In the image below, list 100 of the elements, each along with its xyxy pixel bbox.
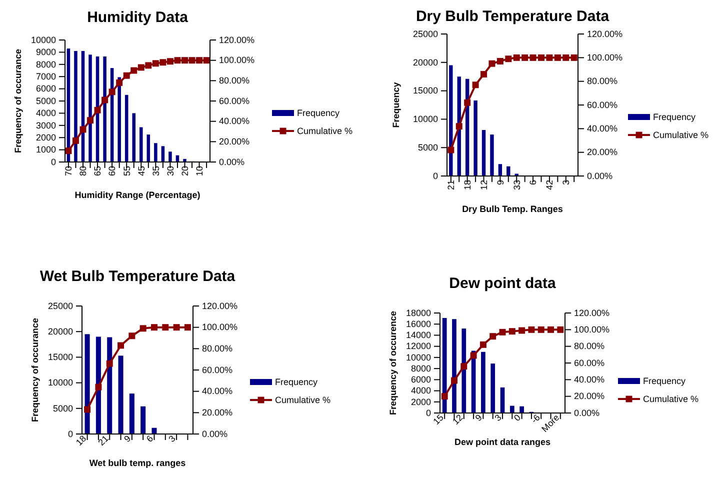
x-tick-label: 70	[64, 166, 74, 176]
y-tick-label: 5000	[36, 96, 56, 106]
x-axis-title: Dry Bulb Temp. Ranges	[462, 204, 563, 214]
y2-tick-label: 100.00%	[587, 52, 623, 63]
y-axis-title: Frequency of occurance	[30, 318, 40, 422]
chart-title: Dry Bulb Temperature Data	[416, 8, 610, 25]
x-tick-label: 9	[473, 412, 484, 424]
legend-label: Frequency	[297, 108, 340, 118]
x-tick-label: 3	[492, 412, 504, 424]
y2-tick-label: 60.00%	[574, 358, 605, 368]
x-tick-label: 6	[144, 433, 156, 444]
y2-tick-label: 40.00%	[587, 124, 618, 134]
x-tick-label: 6	[528, 180, 538, 186]
x-axis-title: Wet bulb temp. ranges	[89, 458, 186, 468]
x-tick-label: 3	[561, 180, 572, 186]
x-tick-label: 9	[122, 433, 133, 444]
y-tick-label: 15000	[412, 86, 438, 96]
y-tick-label: 20000	[48, 326, 73, 336]
y2-tick-label: 120.00%	[202, 300, 238, 311]
x-tick-label: 0	[512, 412, 523, 424]
y-tick-label: 18000	[406, 308, 431, 318]
x-tick-label: 45	[136, 166, 146, 176]
y-tick-label: 10000	[48, 378, 73, 388]
y2-tick-label: 80.00%	[219, 76, 250, 86]
chart-title: Dew point data	[449, 275, 556, 292]
y-tick-label: 10000	[412, 114, 438, 124]
y2-tick-label: 100.00%	[219, 55, 255, 66]
chart-title: Humidity Data	[87, 9, 189, 26]
y-tick-label: 6000	[410, 374, 431, 385]
x-tick-label: 15	[431, 412, 446, 427]
legend-label: Cumulative %	[643, 394, 699, 404]
y-tick-label: 6000	[36, 84, 56, 94]
y-tick-label: 4000	[36, 108, 56, 118]
x-axis-title: Dew point data ranges	[454, 437, 551, 447]
y-tick-label: 0	[50, 156, 56, 167]
x-tick-label: 21	[446, 180, 456, 190]
y2-tick-label: 80.00%	[587, 76, 618, 86]
x-tick-label: 20	[180, 166, 190, 176]
y-tick-label: 25000	[48, 300, 73, 311]
x-tick-label: 9	[495, 180, 506, 186]
y2-tick-label: 60.00%	[202, 364, 233, 375]
y-tick-label: 14000	[406, 330, 431, 340]
y-tick-label: 8000	[410, 363, 431, 374]
y2-tick-label: 40.00%	[219, 116, 250, 126]
y2-tick-label: 60.00%	[219, 96, 250, 106]
y-axis-title: Frequency	[391, 82, 401, 128]
y-tick-label: 10000	[406, 352, 431, 362]
y-tick-label: 9000	[36, 47, 56, 58]
y-tick-label: 5000	[418, 142, 438, 152]
x-tick-label: 18	[462, 180, 472, 190]
y-tick-label: 15000	[48, 352, 73, 362]
y-tick-label: 1000	[36, 144, 56, 155]
y2-tick-label: 0.00%	[219, 156, 245, 167]
y-tick-label: 4000	[410, 386, 431, 396]
legend-label: Cumulative %	[297, 126, 353, 136]
x-tick-label: 3	[166, 433, 178, 444]
y2-tick-label: 80.00%	[202, 344, 233, 354]
x-tick-label: 33	[512, 180, 522, 190]
x-tick-label: 42	[544, 180, 555, 190]
y-tick-label: 12000	[406, 341, 431, 352]
y-tick-label: 8000	[36, 59, 56, 70]
y2-tick-label: 80.00%	[574, 341, 605, 352]
y2-tick-label: 40.00%	[574, 374, 605, 385]
y2-tick-label: 120.00%	[587, 28, 623, 39]
x-tick-label: 55	[122, 166, 132, 176]
y2-tick-label: 40.00%	[202, 386, 233, 396]
y-tick-label: 2000	[36, 132, 56, 142]
x-tick-label: 12	[478, 180, 489, 190]
y-axis-title: Frequency of occurence	[388, 310, 398, 416]
y2-tick-label: 20.00%	[587, 147, 618, 158]
y-tick-label: 5000	[52, 403, 73, 414]
y2-tick-label: 100.00%	[574, 324, 610, 335]
y2-tick-label: 20.00%	[202, 408, 233, 418]
y-tick-label: 3000	[36, 120, 56, 130]
legend-label: Frequency	[653, 112, 696, 122]
x-tick-label: 60	[107, 166, 118, 176]
y-tick-label: 25000	[412, 28, 438, 39]
x-tick-label: 21	[96, 433, 110, 448]
y2-tick-label: 120.00%	[574, 308, 610, 318]
x-tick-label: 65	[92, 166, 103, 176]
legend-label: Frequency	[643, 376, 686, 386]
x-tick-label: 80	[78, 166, 88, 176]
y2-tick-label: 0.00%	[202, 428, 228, 439]
x-tick-label: 18	[74, 433, 88, 448]
chart-title: Wet Bulb Temperature Data	[40, 268, 236, 285]
y2-tick-label: 20.00%	[219, 136, 250, 147]
y-tick-label: 16000	[406, 318, 431, 329]
y2-tick-label: 60.00%	[587, 100, 618, 110]
y2-tick-label: 120.00%	[219, 34, 255, 45]
x-tick-label: 30	[165, 166, 176, 176]
legend-label: Cumulative %	[275, 395, 331, 405]
y2-tick-label: 0.00%	[587, 170, 613, 181]
x-tick-label: 10	[194, 166, 204, 176]
y-tick-label: 20000	[412, 57, 438, 68]
x-tick-label: 35	[150, 166, 161, 176]
legend-label: Cumulative %	[653, 130, 709, 140]
y2-tick-label: 20.00%	[574, 391, 605, 402]
y2-tick-label: 100.00%	[202, 322, 238, 332]
y-tick-label: 2000	[410, 396, 431, 407]
x-tick-label: 12	[450, 412, 465, 427]
